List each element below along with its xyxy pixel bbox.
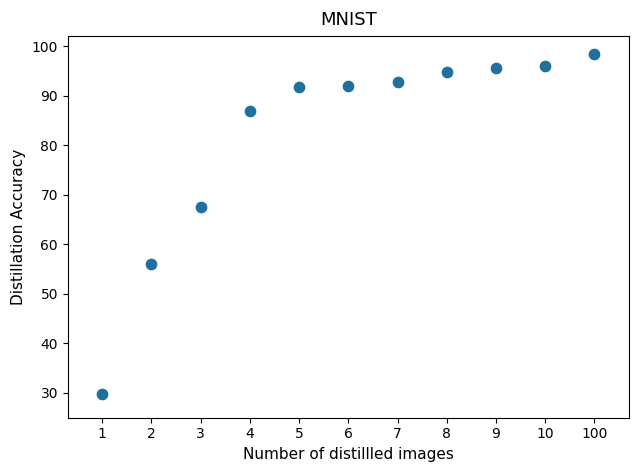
Point: [196, 203, 206, 211]
Point: [442, 68, 452, 76]
Point: [392, 79, 403, 86]
Point: [294, 83, 304, 91]
Y-axis label: Distillation Accuracy: Distillation Accuracy: [11, 149, 26, 305]
Title: MNIST: MNIST: [320, 11, 377, 29]
Point: [244, 107, 255, 114]
Point: [97, 390, 108, 398]
Point: [491, 65, 501, 72]
Point: [589, 50, 600, 57]
Point: [540, 62, 550, 70]
X-axis label: Number of distillled images: Number of distillled images: [243, 447, 454, 462]
Point: [343, 82, 353, 89]
Point: [147, 260, 157, 268]
